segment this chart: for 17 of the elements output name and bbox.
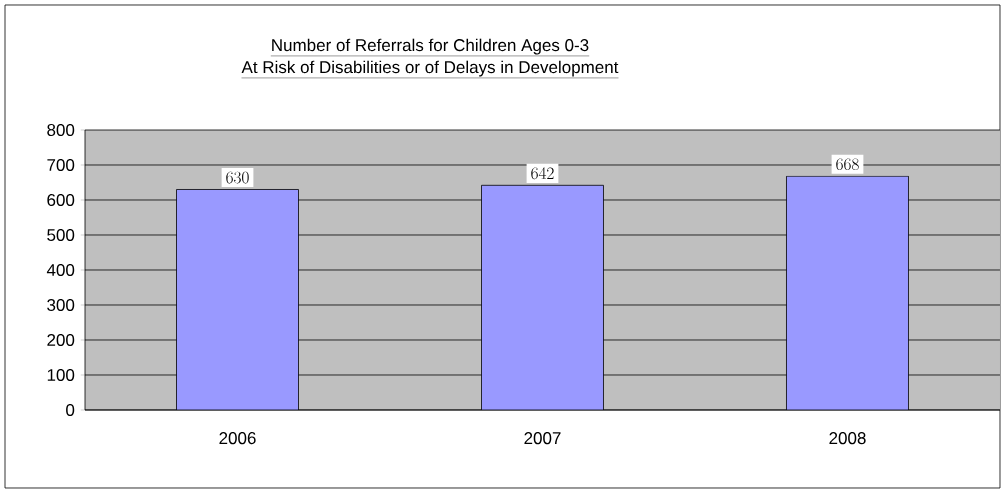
y-tick-label: 500	[47, 228, 75, 242]
y-tick-label: 700	[47, 158, 75, 172]
data-label: 630	[226, 171, 249, 184]
data-label: 642	[531, 167, 554, 180]
data-label: 668	[836, 158, 859, 171]
y-tick-label: 100	[47, 368, 75, 382]
y-tick-label: 400	[46, 263, 75, 277]
y-tick-label: 200	[47, 333, 75, 347]
y-tick-label: 0	[66, 403, 75, 417]
y-tick-label: 600	[47, 193, 75, 207]
chart-title: Number of Referrals for Children Ages 0-3	[272, 38, 589, 55]
x-tick-label: 2007	[524, 432, 561, 445]
y-tick-label: 300	[47, 298, 75, 312]
chart-subtitle: At Risk of Disabilities or of Delays in Development	[241, 60, 619, 77]
y-tick-label: 800	[47, 123, 75, 137]
x-tick-label: 2006	[219, 432, 256, 445]
x-tick-label: 2008	[829, 432, 866, 445]
